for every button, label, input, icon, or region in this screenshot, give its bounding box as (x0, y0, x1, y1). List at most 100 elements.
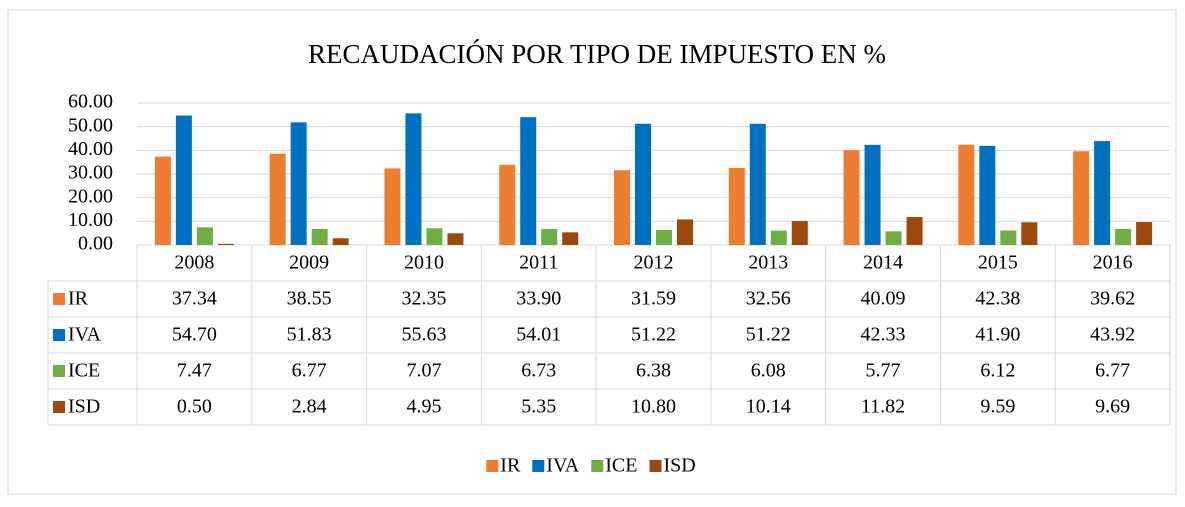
table-cell: 42.38 (975, 288, 1020, 310)
bar (405, 113, 422, 245)
table-cell: 10.80 (631, 396, 676, 418)
x-tick-label: 2010 (404, 252, 444, 274)
bar (541, 229, 558, 245)
bar (885, 231, 902, 245)
table-cell: 51.83 (287, 324, 332, 346)
chart-title: RECAUDACIÓN POR TIPO DE IMPUESTO EN % (308, 39, 886, 69)
x-tick-label: 2014 (863, 252, 903, 274)
table-legend-key (53, 401, 65, 413)
bar (635, 123, 651, 245)
bar (290, 122, 307, 245)
table-cell: 6.08 (751, 360, 786, 382)
legend-label: IVA (546, 455, 580, 477)
table-cell: 0.50 (177, 396, 212, 418)
table-cell: 7.47 (177, 360, 212, 382)
y-tick-label: 60.00 (68, 91, 113, 113)
bar (447, 233, 464, 245)
bar (906, 217, 923, 245)
table-cell: 4.95 (406, 396, 441, 418)
bar (269, 153, 286, 245)
y-tick-label: 40.00 (68, 138, 113, 160)
x-tick-label: 2016 (1093, 252, 1133, 274)
table-row-label: ISD (68, 396, 100, 418)
bar (958, 144, 975, 245)
table-legend-key (53, 329, 65, 341)
table-cell: 32.56 (746, 288, 791, 310)
table-cell: 54.70 (172, 324, 217, 346)
bar (332, 238, 349, 245)
bar (843, 150, 860, 245)
y-tick-label: 50.00 (68, 114, 113, 136)
table-cell: 42.33 (861, 324, 906, 346)
chart-border (7, 9, 1177, 495)
table-cell: 5.77 (866, 360, 901, 382)
table-cell: 55.63 (401, 324, 446, 346)
bar (311, 228, 328, 245)
x-tick-label: 2013 (748, 252, 788, 274)
x-tick-label: 2008 (174, 252, 214, 274)
table-row-label: IR (68, 288, 89, 310)
legend-key (649, 460, 662, 472)
table-cell: 10.14 (746, 396, 791, 418)
x-tick-label: 2015 (978, 252, 1018, 274)
legend-label: ICE (605, 455, 637, 477)
y-tick-label: 30.00 (68, 162, 113, 184)
bar (864, 144, 881, 245)
table-cell: 51.22 (631, 324, 676, 346)
table-cell: 6.73 (521, 360, 556, 382)
bar (770, 230, 787, 245)
table-cell: 54.01 (516, 324, 561, 346)
bar (677, 219, 693, 245)
table-legend-key (53, 365, 65, 377)
table-cell: 37.34 (172, 288, 217, 310)
x-tick-label: 2009 (289, 252, 329, 274)
table-cell: 31.59 (631, 288, 676, 310)
legend-key (591, 460, 604, 472)
bar (217, 243, 234, 245)
y-tick-label: 0.00 (78, 233, 113, 255)
bar (1000, 230, 1017, 245)
x-tick-label: 2011 (519, 252, 558, 274)
table-cell: 9.59 (980, 396, 1015, 418)
bar (728, 167, 745, 245)
bar (426, 228, 443, 245)
bar (979, 145, 996, 245)
table-cell: 7.07 (406, 360, 441, 382)
bar (1094, 141, 1111, 245)
table-cell: 51.22 (746, 324, 791, 346)
legend-label: ISD (663, 455, 695, 477)
table-cell: 32.35 (401, 288, 446, 310)
y-tick-label: 10.00 (68, 209, 113, 231)
table-cell: 6.12 (980, 360, 1015, 382)
bar (656, 229, 672, 245)
table-cell: 2.84 (292, 396, 327, 418)
bar (562, 232, 579, 245)
table-cell: 38.55 (287, 288, 332, 310)
bar (499, 164, 516, 245)
bar (614, 170, 630, 245)
table-cell: 9.69 (1095, 396, 1130, 418)
table-cell: 39.62 (1090, 288, 1135, 310)
x-tick-label: 2012 (634, 252, 674, 274)
table-cell: 11.82 (861, 396, 905, 418)
table-cell: 6.38 (636, 360, 671, 382)
table-row-label: ICE (68, 360, 100, 382)
bar (175, 115, 192, 245)
table-cell: 5.35 (521, 396, 556, 418)
bar (154, 156, 171, 245)
table-cell: 43.92 (1090, 324, 1135, 346)
table-row-label: IVA (68, 324, 102, 346)
bar (1115, 228, 1132, 245)
table-cell: 33.90 (516, 288, 561, 310)
table-legend-key (53, 293, 65, 305)
bar (196, 227, 213, 245)
bar (384, 168, 401, 245)
bar (1136, 222, 1153, 245)
bar (1021, 222, 1038, 245)
table-cell: 40.09 (861, 288, 906, 310)
table-cell: 6.77 (1095, 360, 1130, 382)
legend-key (486, 460, 499, 472)
y-tick-label: 20.00 (68, 185, 113, 207)
table-cell: 6.77 (292, 360, 327, 382)
bar (520, 117, 537, 245)
